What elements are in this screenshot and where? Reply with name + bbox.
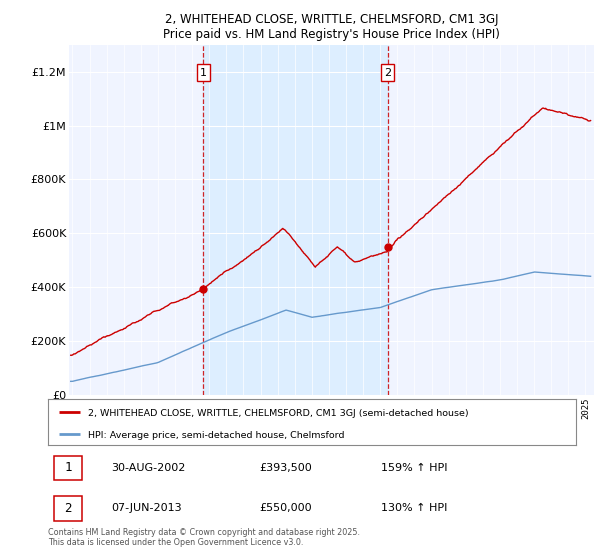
Title: 2, WHITEHEAD CLOSE, WRITTLE, CHELMSFORD, CM1 3GJ
Price paid vs. HM Land Registry: 2, WHITEHEAD CLOSE, WRITTLE, CHELMSFORD,…: [163, 13, 500, 41]
Text: 30-AUG-2002: 30-AUG-2002: [112, 463, 186, 473]
Text: 130% ↑ HPI: 130% ↑ HPI: [380, 503, 447, 514]
Text: Contains HM Land Registry data © Crown copyright and database right 2025.
This d: Contains HM Land Registry data © Crown c…: [48, 528, 360, 547]
Text: 2: 2: [64, 502, 72, 515]
Bar: [55, 456, 82, 480]
Bar: [55, 496, 82, 521]
Text: £393,500: £393,500: [259, 463, 312, 473]
Text: 2: 2: [384, 68, 391, 78]
Text: 07-JUN-2013: 07-JUN-2013: [112, 503, 182, 514]
Text: 2, WHITEHEAD CLOSE, WRITTLE, CHELMSFORD, CM1 3GJ (semi-detached house): 2, WHITEHEAD CLOSE, WRITTLE, CHELMSFORD,…: [88, 409, 468, 418]
Text: 1: 1: [64, 461, 72, 474]
Text: HPI: Average price, semi-detached house, Chelmsford: HPI: Average price, semi-detached house,…: [88, 431, 344, 440]
Bar: [203, 45, 388, 395]
Text: 1: 1: [200, 68, 207, 78]
Text: £550,000: £550,000: [259, 503, 312, 514]
Text: 159% ↑ HPI: 159% ↑ HPI: [380, 463, 447, 473]
